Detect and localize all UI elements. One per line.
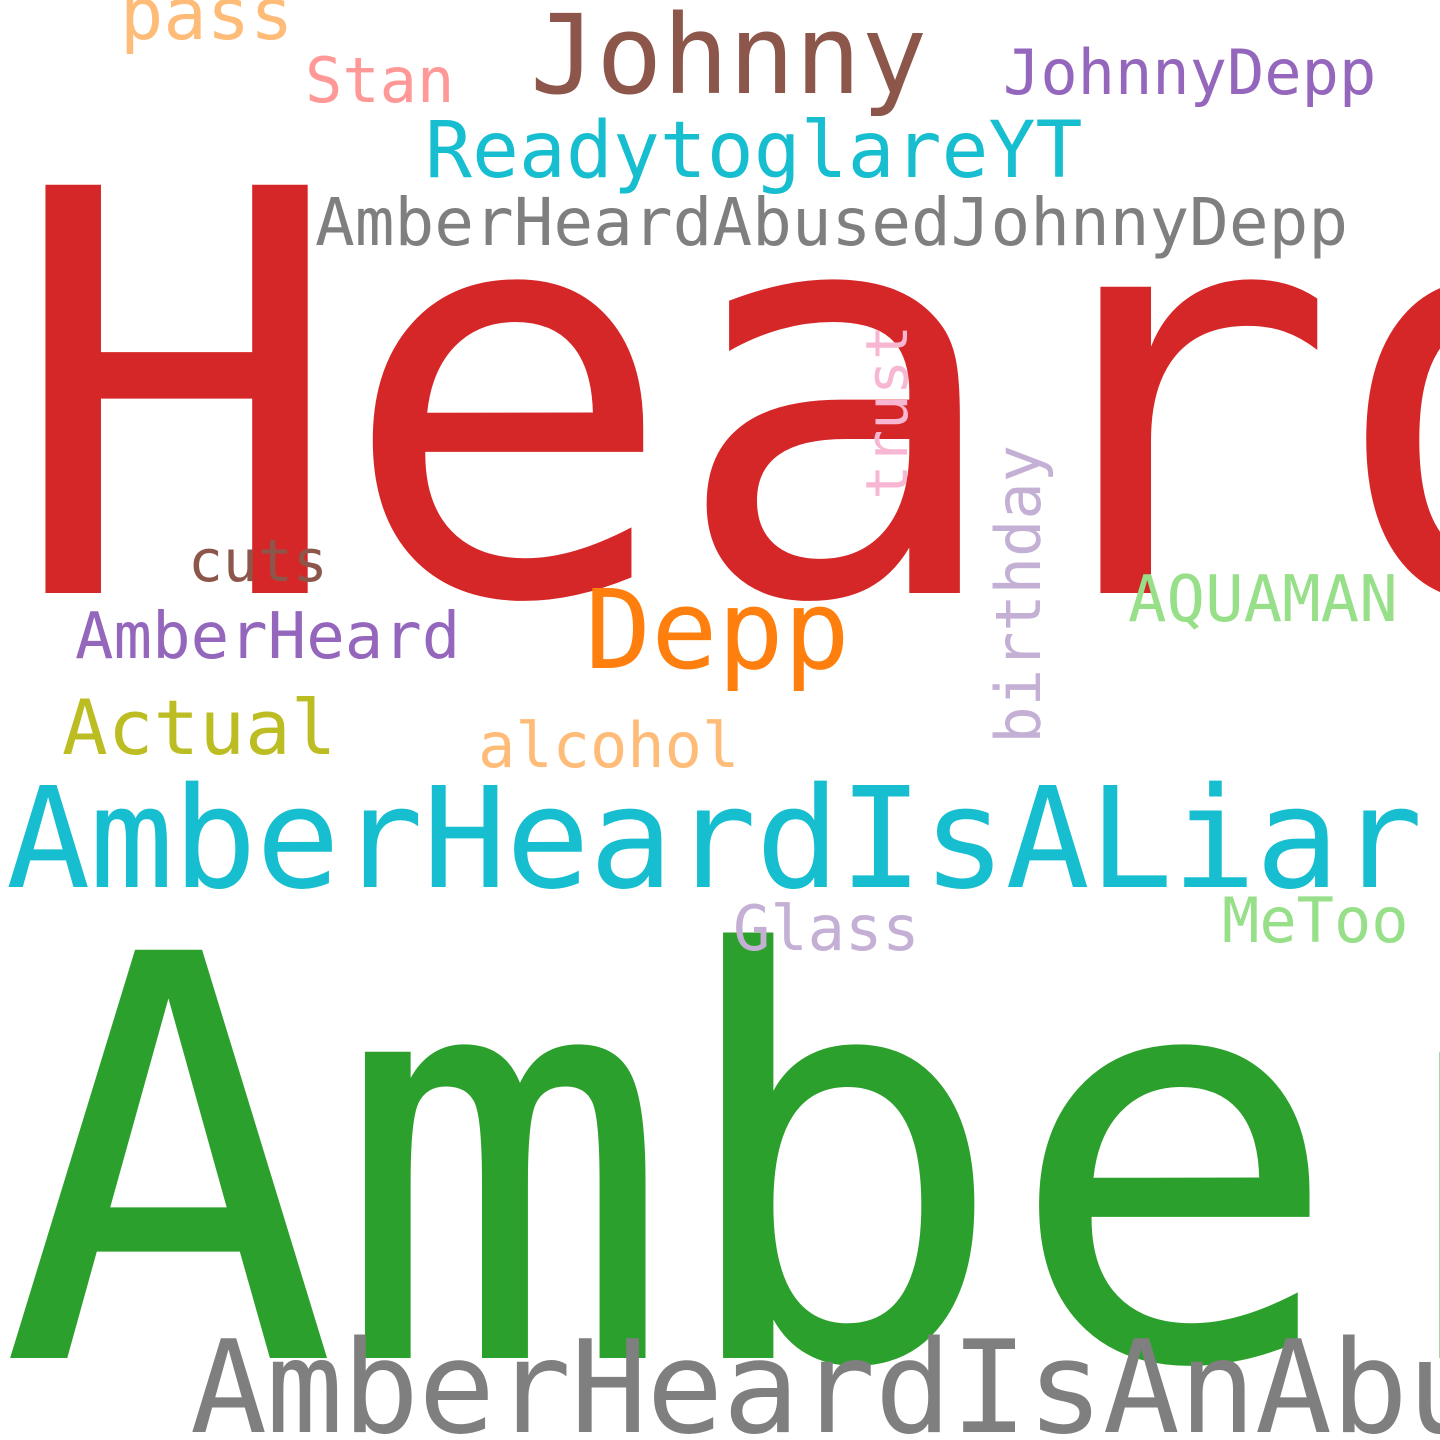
word-metoo: MeToo [1222, 884, 1409, 957]
word-johnnydepp: JohnnyDepp [1003, 36, 1377, 109]
word-johnny: Johnny [530, 0, 928, 119]
word-pass: pass [120, 0, 294, 56]
word-birthday: birthday [982, 445, 1055, 744]
word-actual: Actual [62, 683, 337, 772]
word-amber: Amber [0, 839, 1440, 1440]
word-trust: trust [853, 325, 921, 500]
word-amberheardisanabuser: AmberHeardIsAnAbuser [190, 1314, 1440, 1440]
word-amberheardabusedjohnnydepp: AmberHeardAbusedJohnnyDepp [315, 184, 1349, 261]
word-alcohol: alcohol [478, 709, 740, 782]
word-aquaman: AQUAMAN [1128, 563, 1398, 637]
word-cuts: cuts [188, 527, 328, 595]
word-amberheard: AmberHeard [75, 600, 461, 674]
word-heard: Heard [8, 74, 1440, 726]
word-stan: Stan [305, 44, 455, 117]
word-depp: Depp [585, 566, 850, 694]
word-amberheardisaliar: AmberHeardIsALiar [6, 758, 1423, 921]
word-glass: Glass [733, 892, 920, 965]
word-readytoglareyt: ReadytoglareYT [425, 106, 1083, 196]
